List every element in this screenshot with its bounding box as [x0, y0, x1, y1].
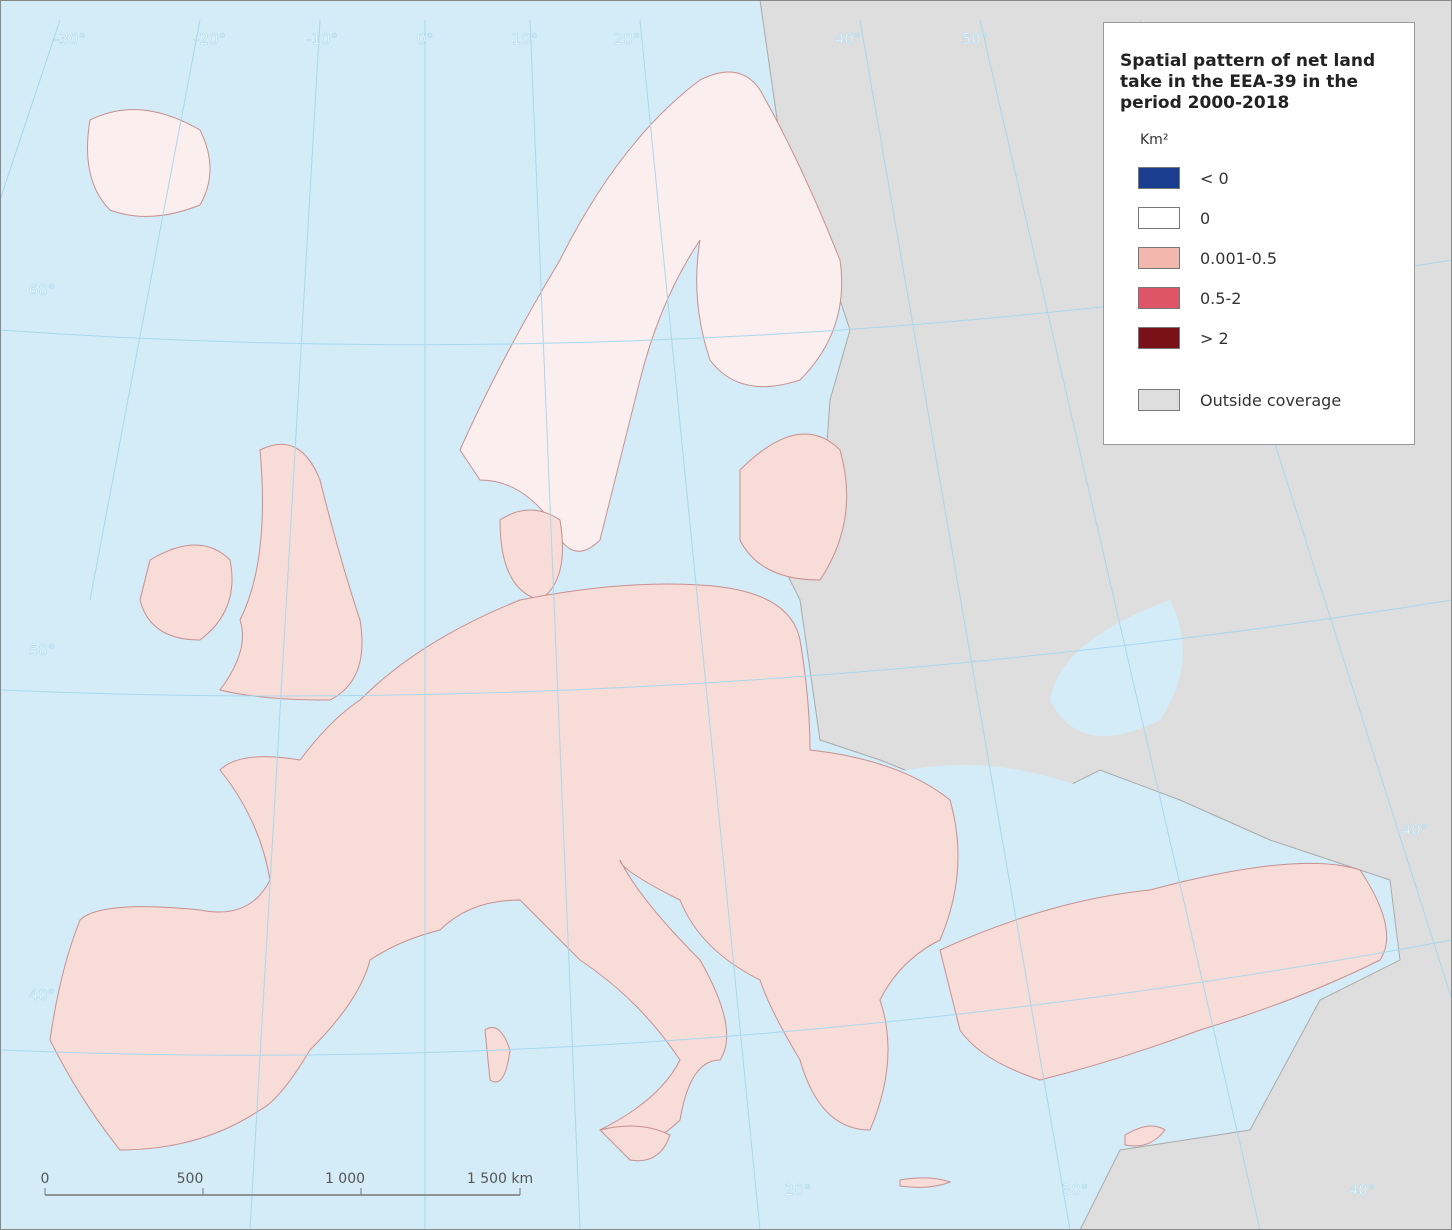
legend-swatch [1138, 207, 1180, 229]
scale-label: 1 500 km [467, 1171, 533, 1187]
scale-label: 0 [41, 1171, 50, 1187]
graticule-label: 10° [512, 30, 539, 48]
graticule-label: 50° [29, 641, 56, 659]
graticule-label: 20° [614, 30, 641, 48]
graticule-label: 20° [785, 1181, 812, 1199]
legend-item: 0.5-2 [1138, 278, 1394, 318]
graticule-label: 50° [962, 30, 989, 48]
graticule-label: -10° [306, 30, 338, 48]
legend-label: 0 [1200, 208, 1211, 228]
scale-label: 500 [177, 1171, 204, 1187]
legend-label: > 2 [1200, 328, 1229, 348]
graticule-label: 60° [29, 281, 56, 299]
scale-bar [44, 1188, 521, 1196]
caspian-sea [1050, 600, 1183, 736]
legend-title: Spatial pattern of net land take in the … [1120, 51, 1376, 113]
legend-label: Outside coverage [1200, 390, 1342, 410]
legend-item: Outside coverage [1138, 380, 1394, 420]
legend-label: 0.001-0.5 [1200, 248, 1278, 268]
legend-swatch [1138, 247, 1180, 269]
graticule-label: -20° [194, 30, 226, 48]
graticule-label: 40° [1349, 1181, 1376, 1199]
graticule-label: 30° [1062, 1181, 1089, 1199]
legend-items: < 0 0 0.001-0.5 0.5-2 > 2 Outside coverage [1120, 158, 1394, 420]
scale-label: 1 000 [325, 1171, 365, 1187]
legend-label: < 0 [1200, 168, 1229, 188]
legend-unit: Km² [1140, 132, 1169, 148]
legend-swatch [1138, 389, 1180, 411]
legend: Spatial pattern of net land take in the … [1103, 22, 1415, 445]
legend-swatch [1138, 167, 1180, 189]
legend-label: 0.5-2 [1200, 288, 1242, 308]
legend-item: 0.001-0.5 [1138, 238, 1394, 278]
graticule-label: 40° [835, 30, 862, 48]
graticule-label: 40° [29, 986, 56, 1004]
graticule-label: -30° [54, 30, 86, 48]
legend-item: > 2 [1138, 318, 1394, 358]
legend-item: < 0 [1138, 158, 1394, 198]
graticule-label: 40° [1402, 821, 1429, 839]
land [49, 71, 1388, 1188]
graticule-label: 0° [416, 30, 433, 48]
legend-item: 0 [1138, 198, 1394, 238]
legend-swatch [1138, 287, 1180, 309]
legend-swatch [1138, 327, 1180, 349]
